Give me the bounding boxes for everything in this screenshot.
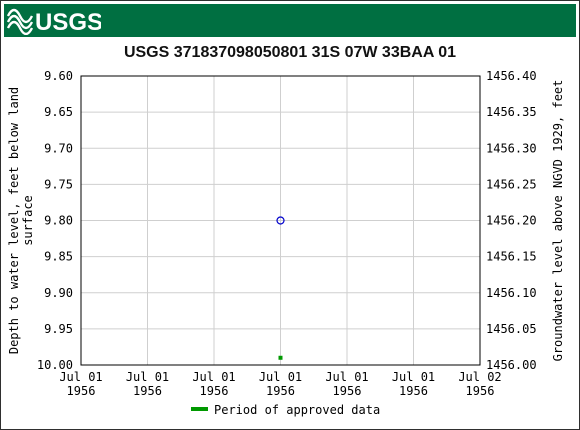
legend-label-approved: Period of approved data xyxy=(214,403,380,417)
x-tick-label-date: Jul 01 xyxy=(392,370,435,384)
legend: Period of approved data xyxy=(191,403,380,417)
y-left-tick-labels: 9.60 9.65 9.70 9.75 9.80 9.85 9.90 9.95 10.00 xyxy=(37,69,73,372)
x-tick-label-date: Jul 01 xyxy=(126,370,169,384)
y-left-tick-label: 9.75 xyxy=(44,177,73,191)
y-right-tick-labels: 1456.40 1456.35 1456.30 1456.25 1456.20 1456.… xyxy=(486,69,537,372)
y-left-tick-label: 9.80 xyxy=(44,214,73,228)
y-right-tick-label: 1456.35 xyxy=(486,105,537,119)
x-tick-label-date: Jul 01 xyxy=(325,370,368,384)
y-right-tick-label: 1456.15 xyxy=(486,250,537,264)
measurement-point xyxy=(276,216,285,225)
y-right-tick-label: 1456.25 xyxy=(486,177,537,191)
x-tick-label-date: Jul 01 xyxy=(259,370,302,384)
data-marks xyxy=(276,216,285,360)
y-right-tick-label: 1456.05 xyxy=(486,322,537,336)
chart-title: USGS 371837098050801 31S 07W 33BAA 01 xyxy=(123,44,457,61)
x-tick-label-year: 1956 xyxy=(266,384,295,398)
y-right-tick-label: 1456.00 xyxy=(486,358,537,372)
y-left-tick-label: 9.60 xyxy=(44,69,73,83)
y-right-tick-label: 1456.30 xyxy=(486,141,537,155)
header-banner: USGS xyxy=(4,4,576,37)
x-tick-label-year: 1956 xyxy=(399,384,428,398)
y-left-axis-title-line1: Depth to water level, feet below land xyxy=(7,87,21,354)
y-right-tick-label: 1456.40 xyxy=(486,69,537,83)
y-right-tick-label: 1456.20 xyxy=(486,214,537,228)
usgs-logo-mark xyxy=(6,8,34,35)
x-tick-label-date: Jul 01 xyxy=(192,370,235,384)
y-left-tick-label: 9.85 xyxy=(44,250,73,264)
y-left-tick-label: 9.65 xyxy=(44,105,73,119)
grid-lines xyxy=(81,76,480,365)
y-right-axis-title: Groundwater level above NGVD 1929, feet xyxy=(551,80,565,362)
x-tick-label-year: 1956 xyxy=(200,384,229,398)
x-tick-label-date: Jul 01 xyxy=(59,370,102,384)
y-right-tick-label: 1456.10 xyxy=(486,286,537,300)
usgs-logo[interactable]: USGS xyxy=(6,6,101,35)
axis-titles: Depth to water level, feet below land sur… xyxy=(7,80,565,362)
legend-swatch-approved xyxy=(191,407,208,411)
y-left-tick-label: 9.95 xyxy=(44,322,73,336)
approval-marker xyxy=(278,355,283,360)
y-left-tick-label: 9.70 xyxy=(44,141,73,155)
x-tick-label-year: 1956 xyxy=(67,384,96,398)
x-tick-label-year: 1956 xyxy=(466,384,495,398)
x-tick-label-date: Jul 02 xyxy=(458,370,501,384)
x-tick-label-year: 1956 xyxy=(133,384,162,398)
plot-border xyxy=(80,75,481,366)
y-left-axis-title-line2: surface xyxy=(21,195,35,246)
usgs-logo-text: USGS xyxy=(35,9,101,35)
x-tick-label-year: 1956 xyxy=(333,384,362,398)
y-left-tick-label: 10.00 xyxy=(37,358,73,372)
y-left-tick-label: 9.90 xyxy=(44,286,73,300)
